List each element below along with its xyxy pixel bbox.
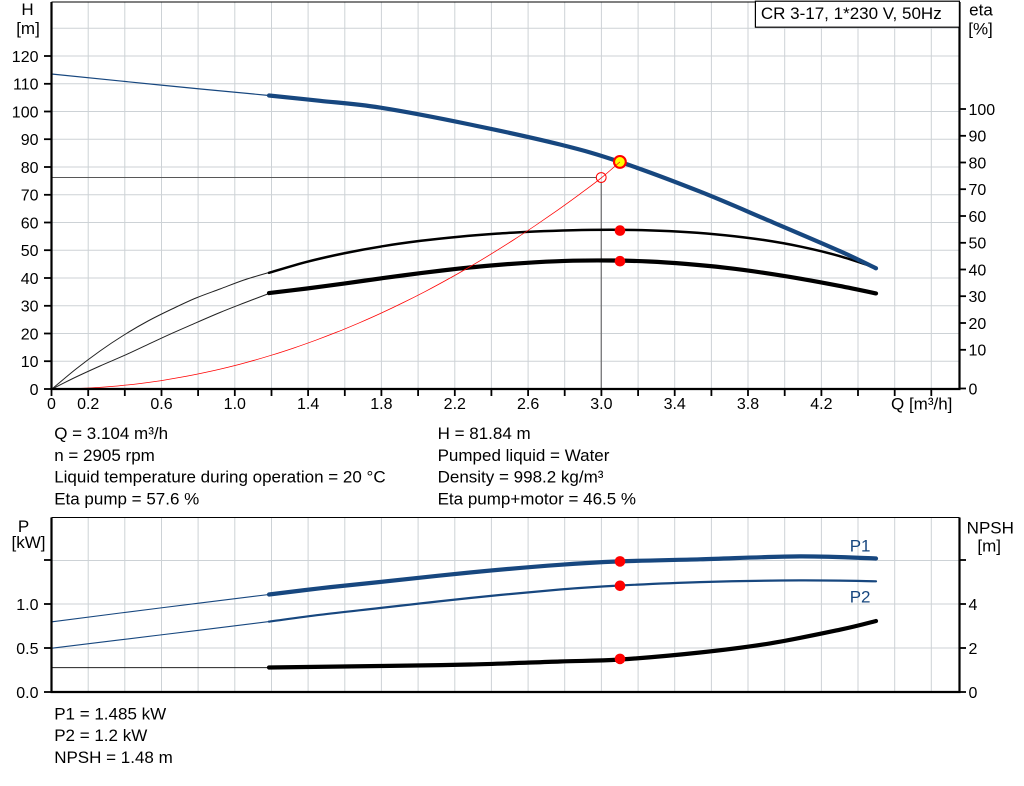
svg-text:1.0: 1.0 <box>224 396 246 413</box>
svg-text:2.6: 2.6 <box>517 396 539 413</box>
svg-text:0: 0 <box>969 381 978 398</box>
svg-text:70: 70 <box>969 182 987 199</box>
svg-text:NPSH = 1.48 m: NPSH = 1.48 m <box>54 748 173 767</box>
svg-text:40: 40 <box>21 271 39 288</box>
svg-text:30: 30 <box>21 299 39 316</box>
svg-text:1.0: 1.0 <box>16 597 38 614</box>
svg-text:H = 81.84 m: H = 81.84 m <box>438 424 531 443</box>
svg-text:1.8: 1.8 <box>370 396 392 413</box>
svg-text:30: 30 <box>969 289 987 306</box>
svg-text:10: 10 <box>969 343 987 360</box>
svg-text:50: 50 <box>969 236 987 253</box>
svg-text:1.4: 1.4 <box>297 396 319 413</box>
svg-text:10: 10 <box>21 354 39 371</box>
svg-text:Pumped liquid = Water: Pumped liquid = Water <box>438 446 610 465</box>
svg-text:[kW]: [kW] <box>12 533 46 552</box>
svg-text:100: 100 <box>12 104 39 121</box>
svg-text:2: 2 <box>969 641 978 658</box>
svg-text:H: H <box>21 0 33 19</box>
svg-text:90: 90 <box>21 132 39 149</box>
svg-text:[%]: [%] <box>968 19 993 38</box>
svg-text:Eta pump = 57.6 %: Eta pump = 57.6 % <box>54 489 199 508</box>
svg-text:0.6: 0.6 <box>150 396 172 413</box>
svg-text:[m]: [m] <box>977 537 1001 556</box>
svg-text:Liquid temperature during oper: Liquid temperature during operation = 20… <box>54 468 385 487</box>
svg-text:3.4: 3.4 <box>664 396 686 413</box>
svg-text:2.2: 2.2 <box>444 396 466 413</box>
svg-text:CR 3-17, 1*230 V, 50Hz: CR 3-17, 1*230 V, 50Hz <box>761 4 942 23</box>
svg-text:n = 2905 rpm: n = 2905 rpm <box>54 446 155 465</box>
svg-text:80: 80 <box>969 155 987 172</box>
svg-text:0: 0 <box>47 396 56 413</box>
svg-text:110: 110 <box>13 77 39 94</box>
svg-text:100: 100 <box>969 102 996 119</box>
svg-text:eta: eta <box>969 0 993 19</box>
svg-text:60: 60 <box>969 209 987 226</box>
svg-text:[m]: [m] <box>16 19 40 38</box>
svg-text:0.5: 0.5 <box>16 641 38 658</box>
svg-text:80: 80 <box>21 160 39 177</box>
svg-text:20: 20 <box>21 326 39 343</box>
svg-text:0.0: 0.0 <box>16 685 38 702</box>
svg-text:NPSH: NPSH <box>967 519 1014 538</box>
svg-text:120: 120 <box>12 49 39 66</box>
svg-text:3.0: 3.0 <box>590 396 612 413</box>
svg-text:P2 = 1.2 kW: P2 = 1.2 kW <box>54 726 147 745</box>
svg-text:60: 60 <box>21 215 39 232</box>
svg-text:Eta pump+motor = 46.5 %: Eta pump+motor = 46.5 % <box>438 489 636 508</box>
svg-text:40: 40 <box>969 262 987 279</box>
svg-text:0: 0 <box>30 382 39 399</box>
svg-text:P2: P2 <box>850 588 871 607</box>
svg-text:90: 90 <box>969 129 987 146</box>
svg-text:0.2: 0.2 <box>77 396 99 413</box>
svg-text:50: 50 <box>21 243 39 260</box>
svg-text:3.8: 3.8 <box>737 396 759 413</box>
svg-text:Q = 3.104 m³/h: Q = 3.104 m³/h <box>54 424 168 443</box>
svg-text:P: P <box>18 517 29 536</box>
svg-text:20: 20 <box>969 316 987 333</box>
svg-text:P1: P1 <box>850 537 871 556</box>
svg-text:0: 0 <box>969 685 978 702</box>
svg-text:4.2: 4.2 <box>810 396 832 413</box>
svg-text:Q [m³/h]: Q [m³/h] <box>891 394 952 413</box>
svg-text:Density = 998.2 kg/m³: Density = 998.2 kg/m³ <box>438 468 604 487</box>
svg-text:P1 = 1.485 kW: P1 = 1.485 kW <box>54 704 166 723</box>
svg-text:4: 4 <box>969 597 978 614</box>
svg-text:70: 70 <box>21 188 39 205</box>
